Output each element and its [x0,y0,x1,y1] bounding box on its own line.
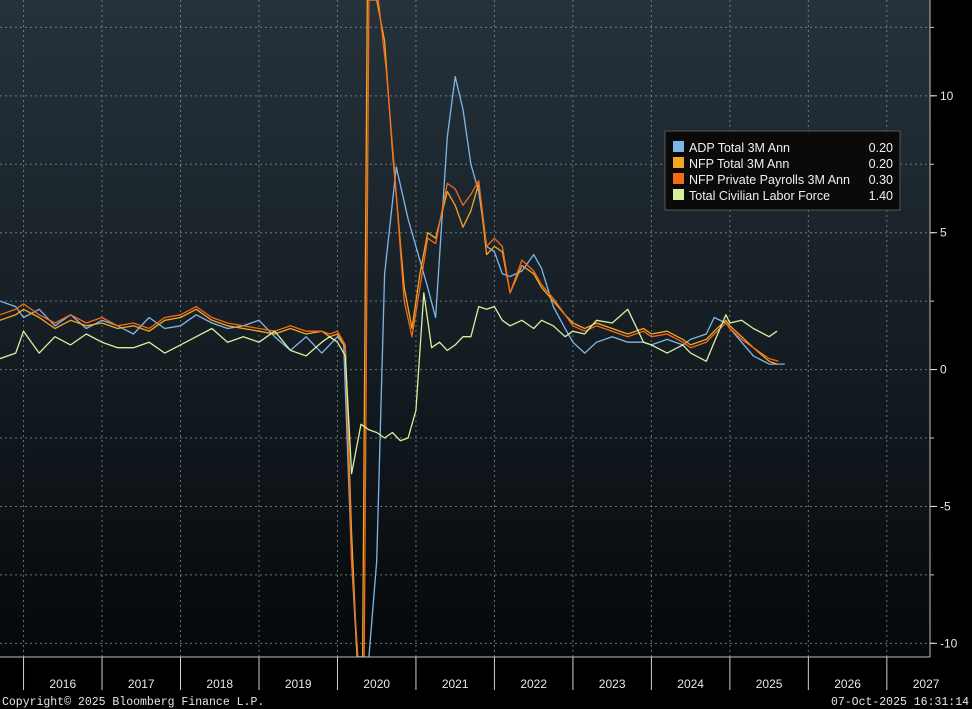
x-tick-label: 2021 [442,677,469,691]
x-tick-label: 2018 [206,677,233,691]
legend-value: 1.40 [869,189,893,203]
x-tick-label: 2027 [913,677,940,691]
legend-swatch [673,189,684,200]
x-tick-label: 2016 [49,677,76,691]
legend-label: Total Civilian Labor Force [689,189,830,203]
x-tick-label: 2025 [756,677,783,691]
legend-box [664,130,901,211]
legend-label: NFP Private Payrolls 3M Ann [689,173,850,187]
legend-value: 0.20 [869,157,893,171]
series-line [0,292,778,475]
x-tick-label: 2017 [128,677,155,691]
legend-swatch [673,157,684,168]
gridlines [0,0,930,657]
legend-value: 0.20 [869,141,893,155]
legend-swatch [673,173,684,184]
plot-background [0,0,930,657]
legend-entry: Total Civilian Labor Force 1.40 [673,189,893,203]
legend-swatch [673,141,684,152]
x-tick-label: 2023 [599,677,626,691]
y-tick-label: 0 [940,363,947,377]
series-lines [0,0,785,657]
copyright-text: Copyright© 2025 Bloomberg Finance L.P. [2,696,264,709]
legend: ADP Total 3M Ann 0.20 NFP Total 3M Ann 0… [664,130,901,211]
legend-label: NFP Total 3M Ann [689,157,789,171]
legend-label: ADP Total 3M Ann [689,141,790,155]
x-tick-label: 2020 [363,677,390,691]
series-line [0,0,778,657]
axes: 10 5 0 -5 -10 2016 2017 2018 2019 2020 2021 2022 202… [0,0,958,691]
y-tick-label: -10 [940,636,958,650]
y-axis-panel [930,0,972,657]
x-axis-panel [0,657,972,709]
x-tick-label: 2022 [520,677,547,691]
y-tick-label: 5 [940,226,947,240]
series-line [0,0,779,657]
x-tick-label: 2026 [834,677,861,691]
x-tick-label: 2024 [677,677,704,691]
legend-entry: NFP Private Payrolls 3M Ann 0.30 [673,173,893,187]
y-tick-label: -5 [940,499,951,513]
y-tick-label: 10 [940,89,954,103]
x-tick-label: 2019 [285,677,312,691]
legend-entry: ADP Total 3M Ann 0.20 [673,141,893,155]
timestamp-text: 07-Oct-2025 16:31:14 [831,696,969,709]
legend-value: 0.30 [869,173,893,187]
legend-entry: NFP Total 3M Ann 0.20 [673,157,893,171]
